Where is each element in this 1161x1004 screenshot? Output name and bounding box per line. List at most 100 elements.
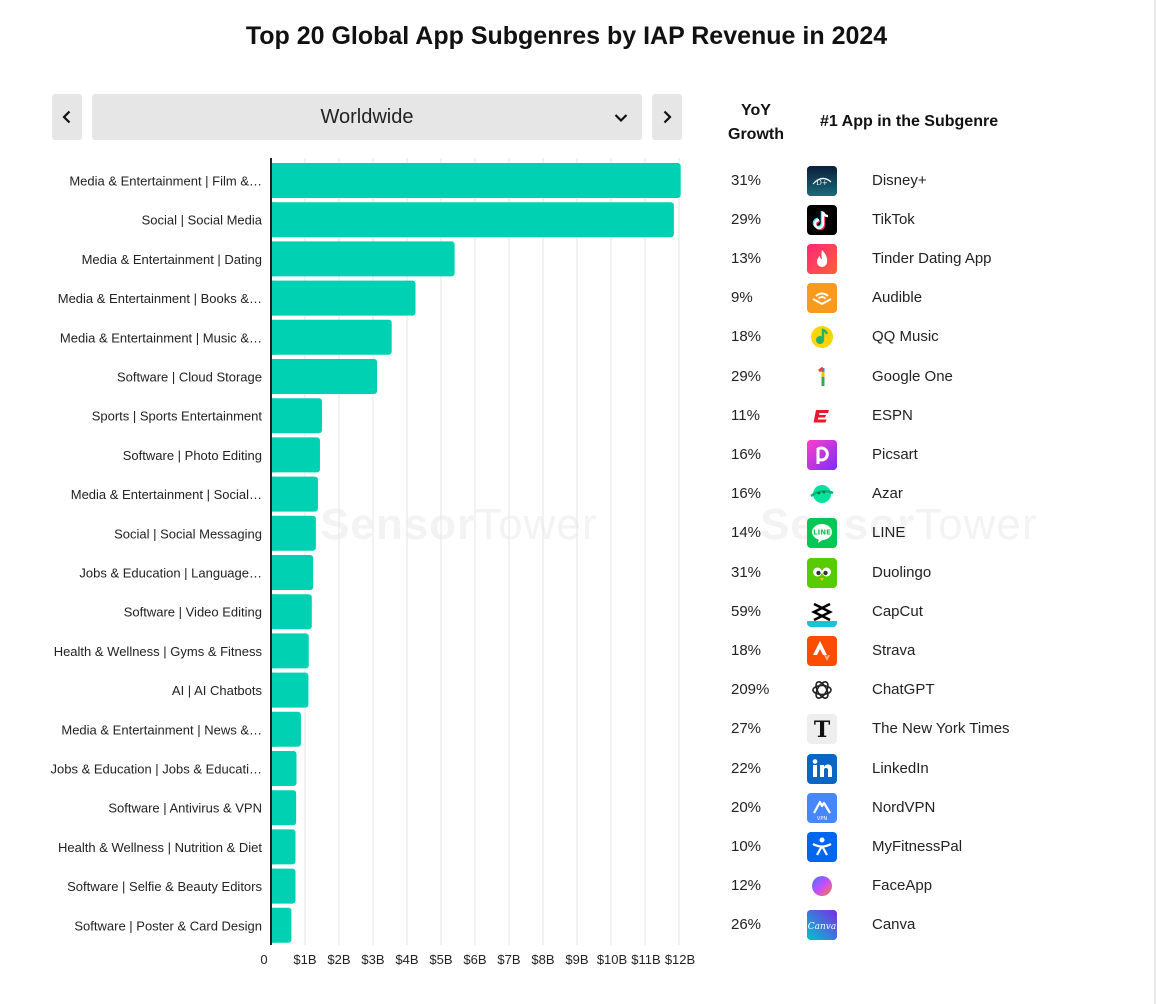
bar[interactable] — [271, 515, 316, 551]
yoy-growth-value: 59% — [731, 602, 762, 620]
bar[interactable] — [271, 711, 301, 747]
bar[interactable] — [271, 476, 318, 512]
next-region-button[interactable] — [652, 94, 682, 140]
yoy-growth-value: 18% — [731, 641, 762, 659]
app-name: Disney+ — [872, 171, 927, 189]
chevron-down-icon — [614, 114, 628, 123]
category-label: Software | Video Editing — [124, 605, 262, 620]
tiktok-icon — [807, 204, 837, 235]
bar-base — [271, 359, 275, 394]
bar[interactable] — [271, 790, 297, 826]
x-tick-label: $11B — [631, 952, 660, 967]
app-name: ESPN — [872, 406, 913, 424]
bar[interactable] — [271, 163, 681, 198]
yoy-growth-value: 11% — [731, 406, 760, 424]
category-label: Media & Entertainment | News &… — [61, 722, 262, 737]
canva-icon: Canva — [807, 910, 837, 941]
app-name: Duolingo — [872, 563, 932, 581]
app-name: Strava — [872, 641, 916, 659]
faceapp-icon — [807, 871, 837, 902]
previous-region-button[interactable] — [52, 94, 82, 140]
svg-text:VPN: VPN — [817, 816, 827, 822]
bar[interactable] — [271, 829, 296, 865]
category-label: Software | Antivirus & VPN — [108, 801, 262, 816]
bar[interactable] — [271, 907, 292, 943]
bar[interactable] — [271, 319, 392, 355]
bar-base — [271, 594, 275, 630]
x-tick-label: $9B — [565, 952, 588, 967]
yoy-growth-value: 29% — [731, 367, 762, 385]
google-one-icon — [807, 361, 837, 392]
app-name: ChatGPT — [872, 681, 935, 699]
svg-text:T: T — [814, 717, 831, 743]
yoy-growth-value: 9% — [731, 289, 753, 307]
yoy-growth-value: 13% — [731, 249, 762, 267]
region-select[interactable]: Worldwide — [92, 94, 642, 140]
bar-base — [271, 202, 275, 238]
yoy-growth-value: 16% — [731, 485, 762, 503]
category-label: Jobs & Education | Jobs & Educati… — [51, 762, 263, 777]
yoy-growth-value: 18% — [731, 328, 762, 346]
qq-music-icon — [807, 322, 837, 353]
bar-base — [271, 555, 275, 590]
chevron-left-icon — [62, 110, 71, 124]
category-label: AI | AI Chatbots — [172, 683, 263, 698]
category-label: Social | Social Media — [142, 213, 263, 228]
app-name: Canva — [872, 916, 916, 934]
bar[interactable] — [271, 398, 322, 434]
bar[interactable] — [271, 437, 320, 473]
category-label: Health & Wellness | Nutrition & Diet — [58, 840, 262, 855]
x-tick-label: $3B — [361, 952, 384, 967]
category-label: Media & Entertainment | Books &… — [58, 291, 262, 306]
bar[interactable] — [271, 868, 296, 904]
bar-base — [271, 319, 275, 355]
audible-icon — [807, 283, 837, 314]
category-label: Media & Entertainment | Dating — [82, 252, 262, 267]
category-label: Media & Entertainment | Social… — [71, 487, 262, 502]
bar[interactable] — [271, 594, 312, 630]
bar-base — [271, 437, 275, 473]
category-label: Software | Poster & Card Design — [74, 918, 262, 933]
x-tick-label: $10B — [597, 952, 627, 967]
yoy-growth-value: 14% — [731, 524, 762, 542]
yoy-growth-value: 26% — [731, 916, 762, 934]
top-app-header: #1 App in the Subgenre — [820, 113, 999, 130]
yoy-growth-value: 29% — [731, 210, 762, 228]
x-tick-label: $7B — [497, 952, 520, 967]
app-name: CapCut — [872, 602, 923, 620]
panel-border — [1154, 0, 1156, 1004]
yoy-growth-value: 22% — [731, 759, 762, 777]
app-name: FaceApp — [872, 877, 933, 895]
category-label: Jobs & Education | Language… — [79, 566, 262, 581]
app-name: Azar — [872, 485, 903, 503]
bar[interactable] — [271, 359, 378, 394]
x-tick-label: $1B — [293, 952, 316, 967]
bar-base — [271, 515, 275, 551]
bar[interactable] — [271, 241, 455, 277]
bar[interactable] — [271, 202, 674, 238]
azar-icon — [807, 479, 837, 510]
bar-base — [271, 672, 275, 708]
bar-base — [271, 633, 275, 669]
bar-base — [271, 907, 275, 943]
x-tick-label: $12B — [665, 952, 695, 967]
region-select-value: Worldwide — [320, 106, 414, 128]
category-label: Media & Entertainment | Music &… — [60, 330, 262, 345]
bar[interactable] — [271, 633, 309, 669]
bar[interactable] — [271, 751, 297, 786]
bar-base — [271, 829, 275, 865]
x-tick-label: $5B — [429, 952, 452, 967]
bar[interactable] — [271, 672, 309, 708]
bar-base — [271, 711, 275, 747]
app-name: MyFitnessPal — [872, 837, 963, 855]
bar-base — [271, 868, 275, 904]
yoy-growth-value: 16% — [731, 445, 762, 463]
yoy-growth-value: 20% — [731, 798, 762, 816]
bar-base — [271, 280, 275, 316]
bar[interactable] — [271, 280, 416, 316]
category-label: Software | Cloud Storage — [117, 370, 262, 385]
x-tick-label: $6B — [463, 952, 486, 967]
yoy-growth-value: 12% — [731, 877, 762, 895]
svg-text:LINE: LINE — [813, 529, 831, 537]
bar[interactable] — [271, 555, 314, 590]
